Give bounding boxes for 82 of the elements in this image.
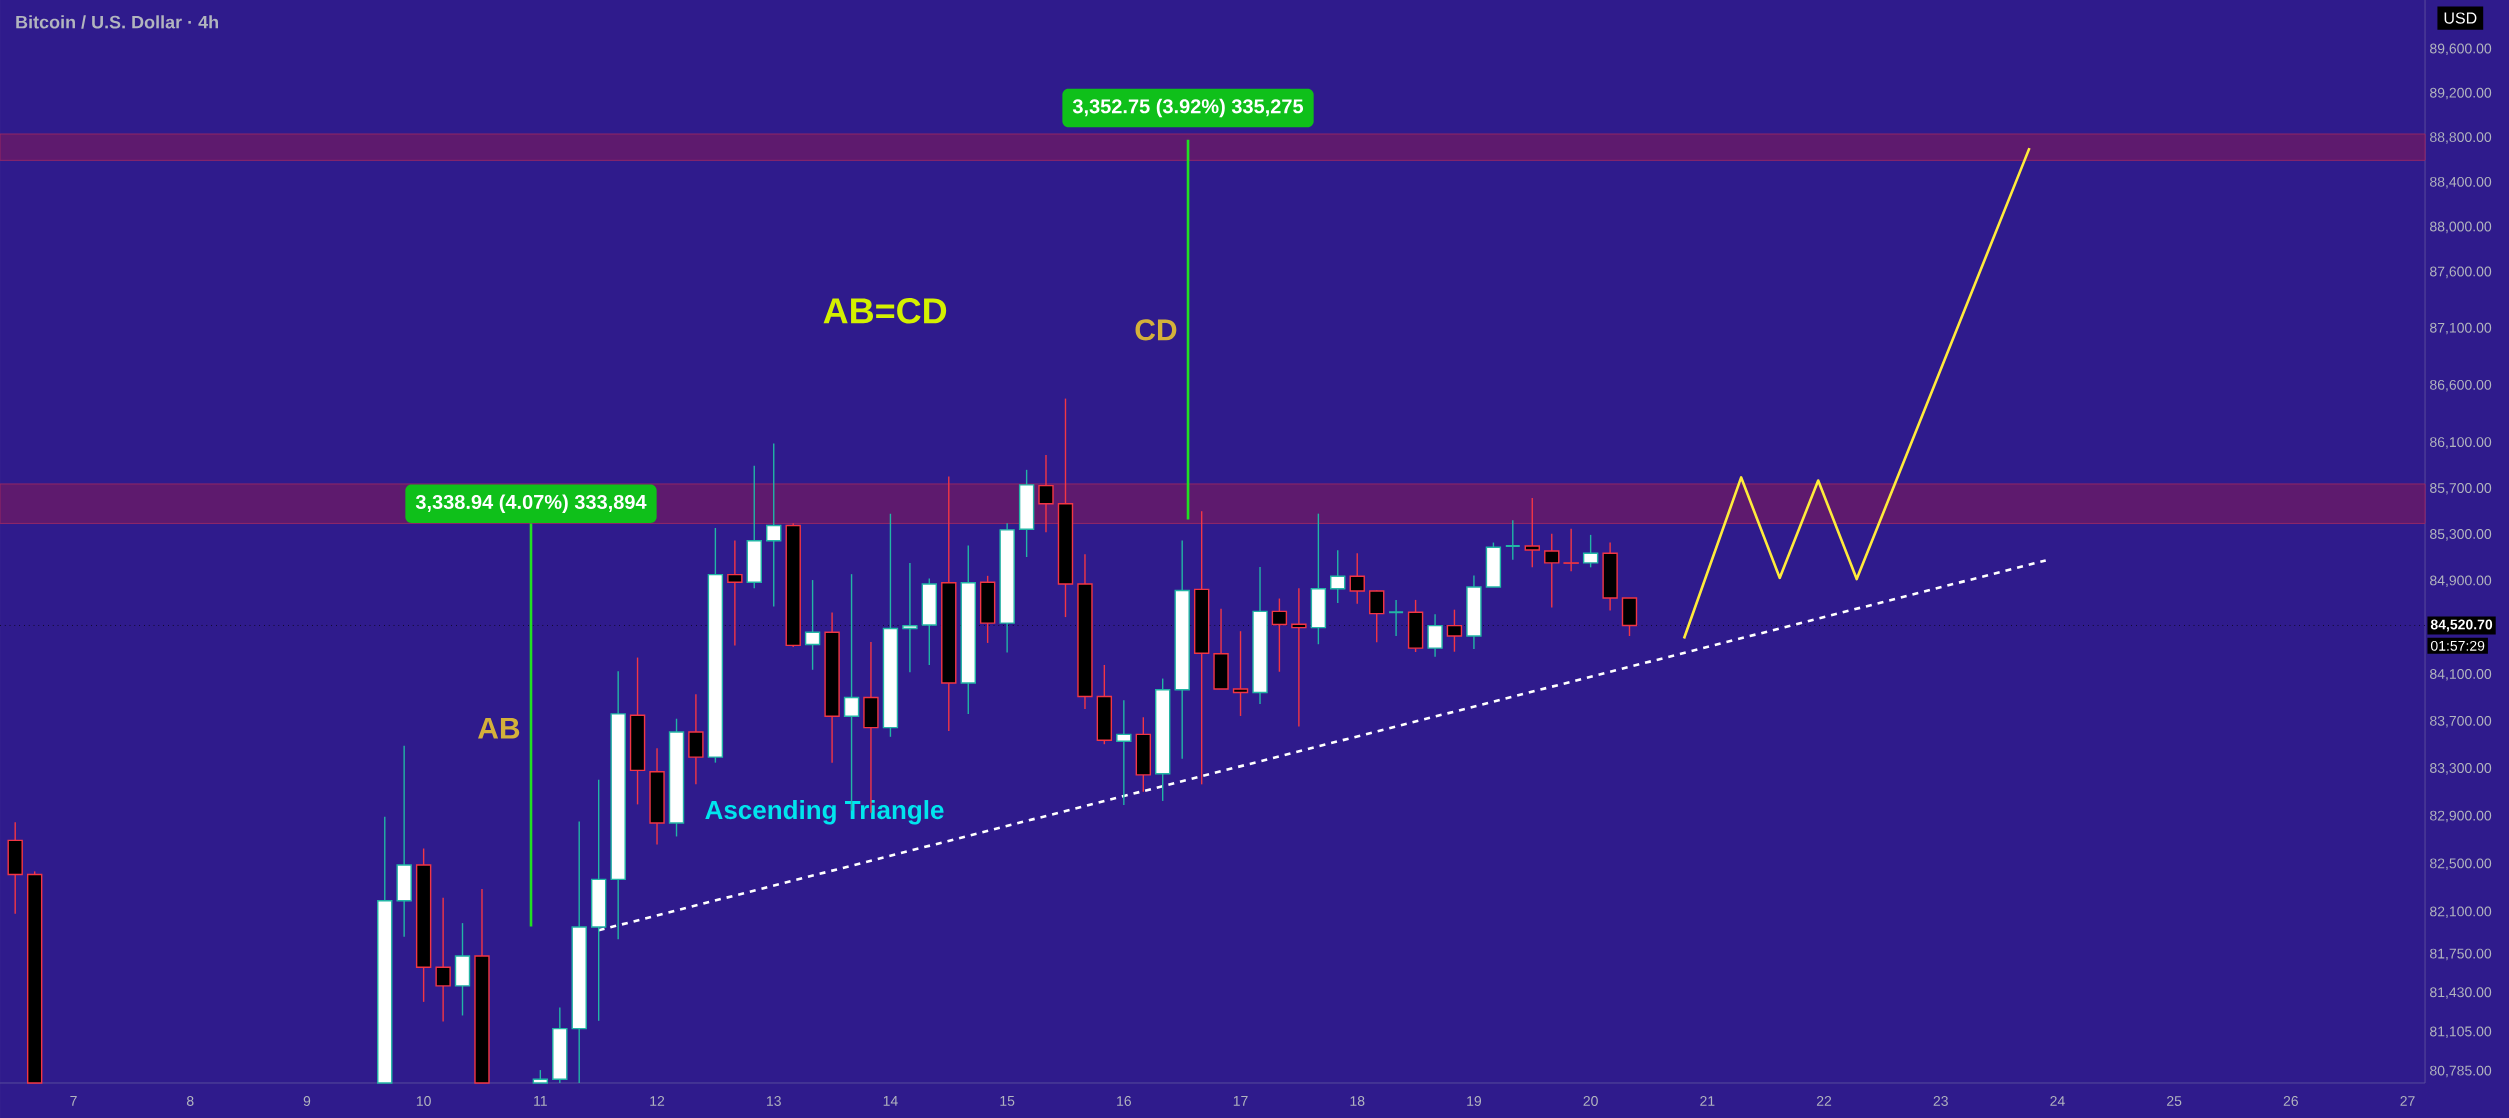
annotation: 3,338.94 (4.07%) 333,894: [415, 494, 647, 514]
y-tick-label: 85,300.00: [2430, 529, 2492, 541]
candlestick: [629, 656, 646, 806]
y-tick-label: 81,750.00: [2430, 948, 2492, 961]
y-tick-label: 84,100.00: [2430, 669, 2492, 681]
x-tick-label: 7: [70, 1096, 77, 1106]
y-tick-label: 88,400.00: [2430, 176, 2492, 189]
y-tick-label: 81,105.00: [2430, 1026, 2492, 1039]
x-tick-label: 26: [2283, 1096, 2298, 1106]
line-series: [1682, 146, 2031, 640]
candlestick: [435, 897, 451, 1023]
y-tick-label: 88,000.00: [2430, 221, 2492, 234]
candlestick: [960, 544, 976, 715]
x-tick-label: 18: [1350, 1096, 1365, 1106]
candlestick: [766, 442, 782, 608]
x-tick-label: 13: [767, 1096, 781, 1106]
y-tick-label: 83,300.00: [2430, 763, 2492, 775]
candlestick: [1232, 630, 1249, 717]
candlestick: [7, 821, 23, 915]
candlestick: [999, 522, 1015, 654]
x-tick-label: 23: [1933, 1096, 1948, 1106]
annotation: CD: [1135, 319, 1177, 341]
x-tick-label: 12: [650, 1096, 665, 1106]
y-tick-label: 83,700.00: [2430, 715, 2492, 728]
y-tick-label: 84,900.00: [2430, 575, 2492, 588]
x-tick-label: 10: [416, 1096, 431, 1106]
candlestick: [649, 747, 665, 846]
text: Bitcoin / U.S. Dollar · 4h: [16, 15, 218, 29]
annotation: AB: [478, 717, 520, 739]
x-tick-label: 24: [2050, 1096, 2065, 1106]
x-tick-label: 15: [1000, 1096, 1015, 1106]
x-tick-label: 9: [303, 1096, 311, 1106]
annotation: 3,352.75 (3.92%) 335,275: [1072, 98, 1304, 118]
candlestick: [474, 888, 490, 1084]
candlestick: [1077, 553, 1093, 710]
annotation: AB=CD: [823, 298, 947, 324]
x-tick-label: 21: [1700, 1096, 1715, 1106]
y-tick-label: 80,785.00: [2430, 1065, 2492, 1078]
y-tick-label: 87,600.00: [2430, 266, 2492, 279]
x-tick-label: 16: [1117, 1096, 1131, 1106]
candlestick: [1252, 566, 1268, 705]
y-tick-label: 82,100.00: [2430, 906, 2492, 919]
candlestick: [1057, 397, 1074, 618]
y-tick-label: 82,500.00: [2430, 858, 2492, 870]
x-tick-label: 8: [186, 1096, 194, 1106]
candlestick: [1466, 574, 1482, 650]
x-tick-label: 22: [1816, 1096, 1832, 1106]
candlestick: [454, 922, 471, 1017]
candlestick: [688, 693, 704, 786]
y-tick-label: 86,100.00: [2430, 437, 2492, 449]
ref-line-label: 84,520.70: [2430, 619, 2493, 632]
x-tick-label: 27: [2400, 1096, 2415, 1106]
x-tick-label: 25: [2167, 1096, 2182, 1106]
candlestick: [804, 579, 821, 671]
candlestick: [1116, 699, 1132, 806]
candlestick: [1427, 613, 1443, 658]
candlestick: [396, 744, 412, 938]
candlestick: [1388, 599, 1405, 637]
candlestick: [1174, 539, 1190, 760]
x-tick-label: 11: [534, 1096, 547, 1106]
y-tick-label: 81,430.00: [2430, 987, 2492, 999]
y-tick-label: 82,900.00: [2430, 810, 2492, 823]
y-tick-label: 88,800.00: [2430, 132, 2492, 144]
candlestick: [902, 562, 918, 673]
annotation: Ascending Triangle: [705, 800, 944, 825]
candlestick: [1291, 587, 1307, 728]
candlestick: [1038, 454, 1054, 533]
y-tick-label: 87,100.00: [2430, 322, 2492, 335]
candlestick: [1602, 541, 1618, 612]
text: 01:57:29: [2430, 640, 2485, 651]
x-tick-label: 19: [1467, 1096, 1482, 1106]
candlestick: [1563, 528, 1579, 572]
candlestick: [571, 820, 587, 1084]
y-tick-label: 89,200.00: [2430, 87, 2492, 100]
x-tick-label: 17: [1233, 1096, 1248, 1106]
candlestick: [377, 815, 393, 1084]
y-tick-label: 89,600.00: [2430, 43, 2492, 56]
y-tick-label: 86,600.00: [2430, 379, 2492, 392]
x-tick-label: 14: [883, 1096, 898, 1106]
x-tick-label: 20: [1583, 1096, 1598, 1106]
y-tick-label: 85,700.00: [2430, 483, 2492, 495]
y-axis-title: USD: [2444, 12, 2477, 24]
